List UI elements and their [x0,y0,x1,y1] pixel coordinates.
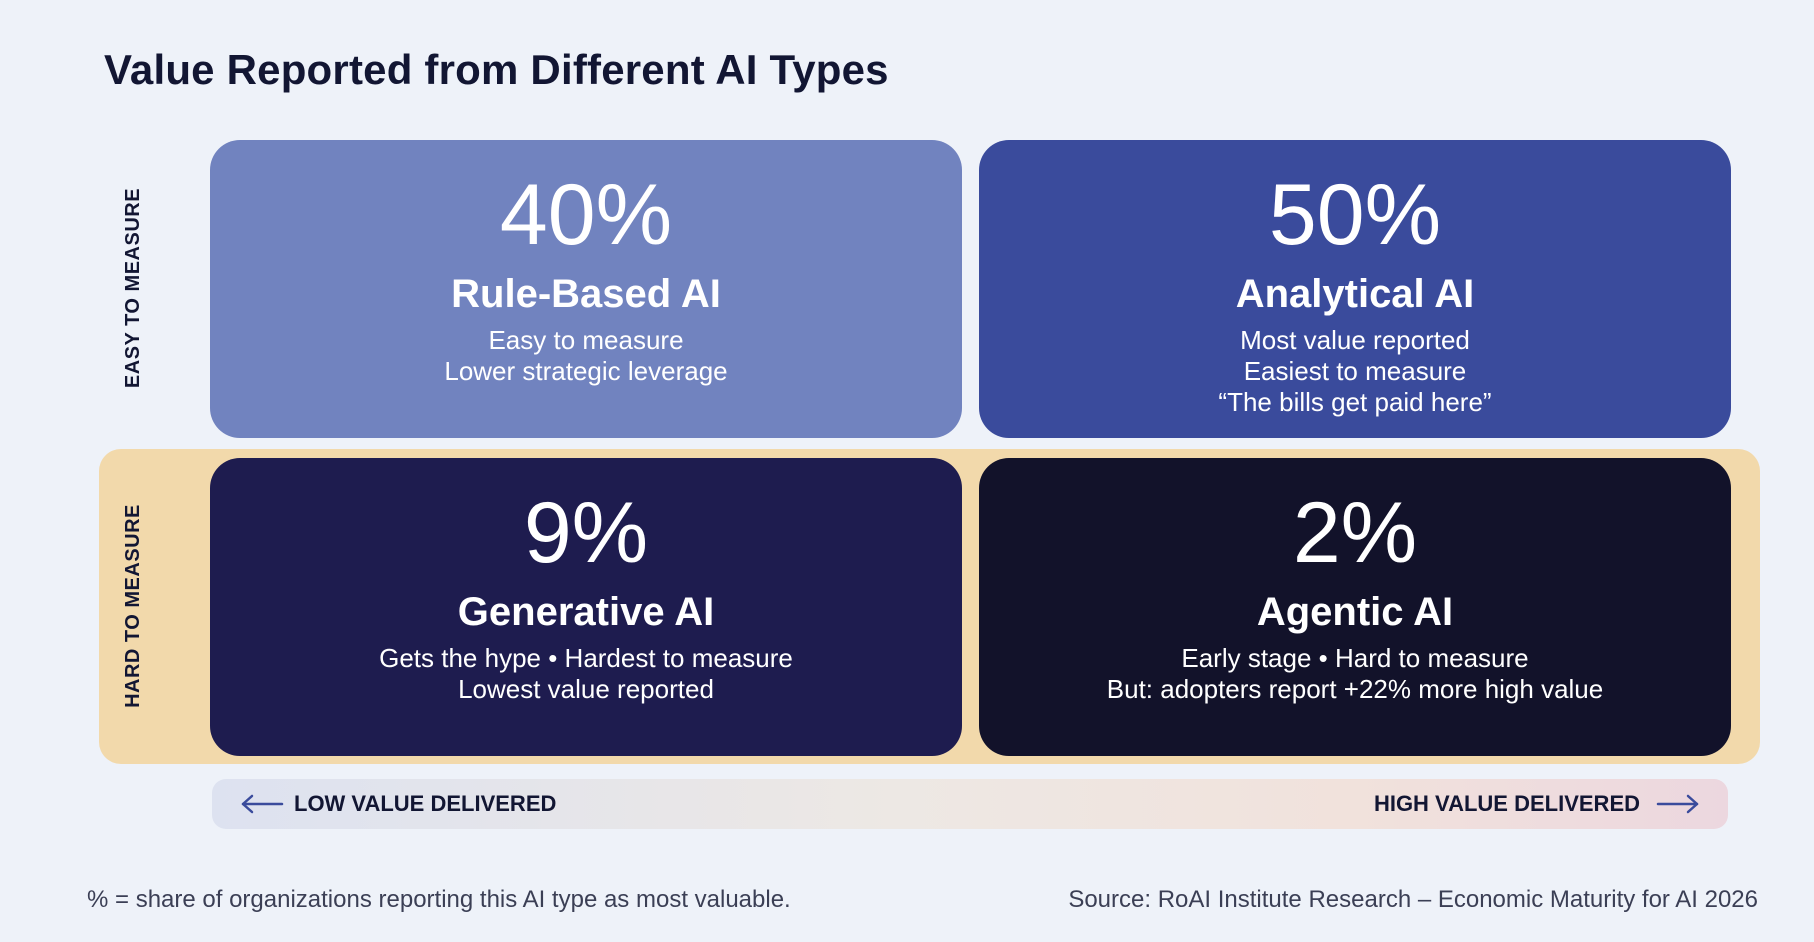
high-value-label: HIGH VALUE DELIVERED [1373,791,1640,816]
row-label-easy: EASY TO MEASURE [122,187,144,389]
quadrant-description: Early stage • Hard to measure But: adopt… [979,643,1731,705]
description-line: Gets the hype • Hardest to measure [379,643,793,673]
description-line: Easiest to measure [1243,356,1467,386]
quadrant-description: Gets the hype • Hardest to measure Lowes… [210,643,962,705]
high-value-label-group: HIGH VALUE DELIVERED [1374,779,1700,829]
quadrant-name: Agentic AI [1256,590,1454,634]
description-line: Lower strategic leverage [444,356,728,386]
arrow-left-icon [241,794,284,814]
quadrant-percent: 9% [523,485,649,581]
quadrant-analytical: 50% Analytical AI Most value reported Ea… [979,140,1731,438]
quadrant-name: Generative AI [457,590,715,634]
description-line: But: adopters report +22% more high valu… [1106,674,1604,704]
page-title: Value Reported from Different AI Types [104,46,889,93]
quadrant-description: Most value reported Easiest to measure “… [979,325,1731,418]
arrow-right-icon [1656,794,1699,814]
description-line: Most value reported [1240,325,1470,355]
description-line: Easy to measure [488,325,684,355]
description-line: Early stage • Hard to measure [1181,643,1529,673]
source-citation: Source: RoAI Institute Research – Econom… [1068,886,1758,913]
low-value-label: LOW VALUE DELIVERED [294,791,557,816]
description-line: Lowest value reported [458,674,714,704]
quadrant-generative: 9% Generative AI Gets the hype • Hardest… [210,458,962,756]
quadrant-agentic: 2% Agentic AI Early stage • Hard to meas… [979,458,1731,756]
quadrant-rule-based: 40% Rule-Based AI Easy to measure Lower … [210,140,962,438]
description-line: “The bills get paid here” [1218,387,1492,417]
quadrant-percent: 40% [499,167,673,263]
quadrant-description: Easy to measure Lower strategic leverage [210,325,962,387]
low-value-label-group: LOW VALUE DELIVERED [240,779,556,829]
quadrant-percent: 2% [1292,485,1418,581]
quadrant-name: Analytical AI [1235,272,1475,316]
quadrant-name: Rule-Based AI [451,272,721,316]
value-axis-bar: LOW VALUE DELIVERED HIGH VALUE DELIVERED [212,779,1728,829]
row-label-hard: HARD TO MEASURE [122,504,144,708]
quadrant-percent: 50% [1268,167,1442,263]
footnote: % = share of organizations reporting thi… [87,886,791,913]
